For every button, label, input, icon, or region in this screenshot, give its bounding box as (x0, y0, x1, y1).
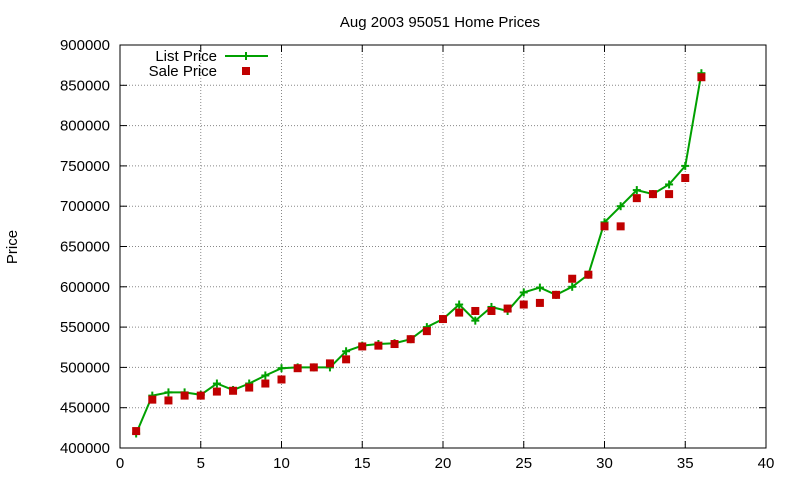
list-price-line (135, 73, 703, 434)
y-tick-label: 850000 (60, 77, 110, 94)
sale-price-point (681, 173, 690, 182)
sale-price-point (148, 395, 157, 404)
sale-price-point (374, 341, 383, 350)
list-price-point (455, 300, 464, 309)
sale-price-point (229, 386, 238, 395)
x-tick-label: 10 (273, 455, 290, 472)
x-tick-label: 0 (116, 455, 124, 472)
sale-price-point (519, 300, 528, 309)
y-tick-label: 700000 (60, 198, 110, 215)
sale-price-point (616, 222, 625, 231)
y-tick-label: 900000 (60, 37, 110, 54)
axis-ticks: 0 5 10 15 20 25 30 35 40 400000 450000 500000 550000… (60, 37, 774, 472)
sale-price-point (342, 355, 351, 364)
list-price-point (568, 282, 577, 291)
sale-price-point (180, 391, 189, 400)
sale-price-point (648, 190, 657, 199)
sale-price-point (325, 359, 334, 368)
sale-price-point (277, 375, 286, 384)
sale-price-point (503, 304, 512, 313)
sale-price-point (600, 222, 609, 231)
sale-price-point (132, 427, 141, 436)
y-tick-label: 600000 (60, 279, 110, 296)
sale-price-point (406, 335, 415, 344)
sale-price-point (358, 342, 367, 351)
list-price-point (681, 161, 690, 170)
list-price-point (277, 364, 286, 373)
y-axis-label: Price (4, 230, 21, 264)
y-tick-label: 650000 (60, 239, 110, 256)
x-tick-label: 25 (515, 455, 532, 472)
list-price-point (632, 186, 641, 195)
list-price-point (665, 180, 674, 189)
sale-price-point (552, 290, 561, 299)
list-price-point (212, 379, 221, 388)
x-tick-label: 40 (758, 455, 775, 472)
legend-label-list-price: List Price (155, 48, 217, 65)
sale-price-point (632, 194, 641, 203)
x-tick-label: 35 (677, 455, 694, 472)
y-tick-label: 500000 (60, 359, 110, 376)
series-layer (132, 69, 706, 438)
sale-price-point (697, 73, 706, 82)
sale-price-point (422, 327, 431, 336)
sale-price-point (584, 270, 593, 279)
sale-price-point (309, 363, 318, 372)
sale-price-point (196, 391, 205, 400)
sale-price-point (293, 364, 302, 373)
grid-lines (120, 45, 766, 448)
sale-price-point (164, 396, 173, 405)
sale-price-point (261, 379, 270, 388)
y-tick-label: 550000 (60, 319, 110, 336)
list-price-point (164, 388, 173, 397)
sale-price-point (390, 340, 399, 349)
legend-label-sale-price: Sale Price (149, 63, 217, 80)
list-price-point (342, 347, 351, 356)
list-price-point (471, 316, 480, 325)
sale-price-point (212, 387, 221, 396)
list-price-point (616, 202, 625, 211)
sale-price-point (471, 306, 480, 315)
sale-price-point (455, 308, 464, 317)
x-tick-label: 15 (354, 455, 371, 472)
sale-price-point (245, 383, 254, 392)
x-tick-label: 20 (435, 455, 452, 472)
legend-sample-sale-price (242, 67, 250, 75)
list-price-point (519, 288, 528, 297)
sale-price-point (568, 274, 577, 283)
sale-price-point (665, 190, 674, 199)
y-tick-label: 450000 (60, 400, 110, 417)
sale-price-point (487, 306, 496, 315)
y-tick-label: 750000 (60, 158, 110, 175)
legend: List Price Sale Price (149, 48, 268, 80)
y-tick-label: 400000 (60, 440, 110, 457)
sale-price-point (535, 298, 544, 307)
y-tick-label: 800000 (60, 118, 110, 135)
x-tick-label: 5 (197, 455, 205, 472)
sale-price-point (439, 315, 447, 324)
x-tick-label: 30 (596, 455, 613, 472)
list-price-point (535, 283, 544, 292)
chart-title: Aug 2003 95051 Home Prices (340, 14, 540, 31)
list-price-point (261, 371, 270, 380)
